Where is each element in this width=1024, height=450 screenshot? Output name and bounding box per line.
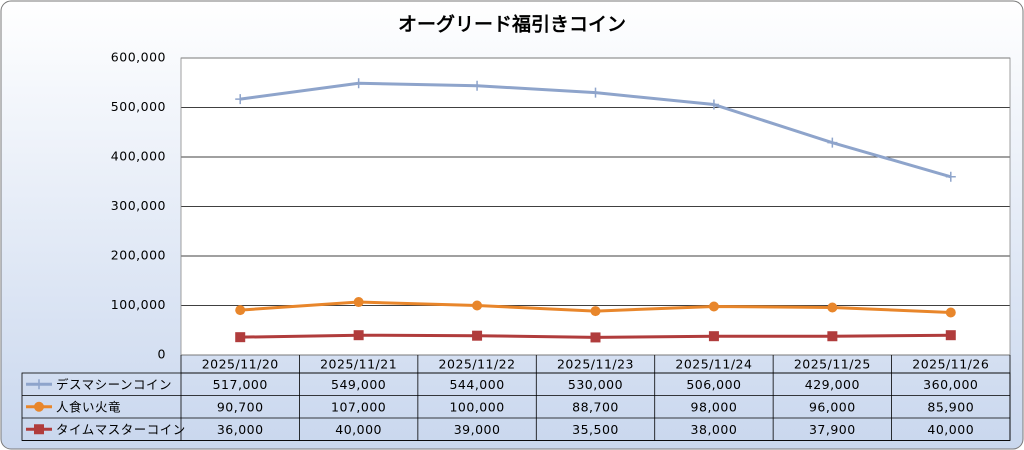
marker	[472, 330, 483, 341]
marker	[235, 332, 246, 343]
data-label: 90,700	[217, 399, 264, 414]
data-label: 100,000	[449, 399, 504, 414]
marker	[590, 87, 601, 98]
y-tick-label: 400,000	[111, 149, 166, 164]
y-tick-label: 0	[158, 347, 166, 362]
marker	[472, 80, 483, 91]
data-label: 549,000	[331, 377, 386, 392]
x-tick-label: 2025/11/23	[557, 357, 634, 372]
marker	[353, 78, 364, 89]
marker	[945, 330, 956, 341]
marker	[945, 171, 956, 182]
legend-marker	[34, 401, 44, 412]
y-tick-label: 500,000	[111, 99, 166, 114]
data-label: 98,000	[691, 399, 738, 414]
y-tick-label: 100,000	[111, 297, 166, 312]
data-label: 360,000	[923, 377, 978, 392]
marker	[708, 331, 719, 342]
data-label: 37,900	[809, 422, 856, 437]
chart-title: オーグリード福引きコイン	[398, 13, 626, 36]
legend-marker	[34, 379, 44, 390]
data-label: 96,000	[809, 399, 856, 414]
legend-marker	[34, 424, 44, 435]
data-label: 107,000	[331, 399, 386, 414]
marker	[827, 137, 838, 148]
y-tick-label: 200,000	[111, 248, 166, 263]
marker	[590, 306, 601, 317]
marker	[235, 305, 246, 316]
marker	[708, 301, 719, 312]
legend-label: 人食い火竜	[56, 399, 121, 414]
chart-layer: 0 100,000 200,000 300,000 400,000 500,000 600,…	[21, 50, 1011, 441]
data-label: 544,000	[449, 377, 504, 392]
data-label: 88,700	[572, 399, 619, 414]
data-label: 429,000	[805, 377, 860, 392]
x-tick-label: 2025/11/22	[439, 357, 516, 372]
x-tick-label: 2025/11/21	[320, 357, 397, 372]
data-label: 530,000	[568, 377, 623, 392]
data-label: 517,000	[213, 377, 268, 392]
marker	[590, 332, 601, 343]
data-label: 36,000	[217, 422, 264, 437]
data-label: 40,000	[335, 422, 382, 437]
marker	[353, 330, 364, 341]
y-tick-label: 300,000	[111, 198, 166, 213]
plot-border	[180, 57, 1011, 356]
data-label: 38,000	[691, 422, 738, 437]
legend-label: タイムマスターコイン	[56, 422, 186, 437]
legend-label: デスマシーンコイン	[56, 377, 172, 392]
marker	[827, 302, 838, 313]
data-label: 39,000	[454, 422, 501, 437]
x-tick-label: 2025/11/24	[675, 357, 752, 372]
y-tick-label: 600,000	[111, 50, 166, 65]
data-label: 40,000	[927, 422, 974, 437]
marker	[472, 300, 483, 311]
data-label: 35,500	[572, 422, 619, 437]
marker	[708, 99, 719, 110]
x-tick-label: 2025/11/26	[912, 357, 989, 372]
marker	[945, 307, 956, 318]
marker	[235, 94, 246, 105]
data-label: 506,000	[686, 377, 741, 392]
x-tick-label: 2025/11/25	[794, 357, 871, 372]
x-tick-label: 2025/11/20	[202, 357, 279, 372]
marker	[827, 331, 838, 342]
marker	[353, 297, 364, 308]
data-label: 85,900	[927, 399, 974, 414]
